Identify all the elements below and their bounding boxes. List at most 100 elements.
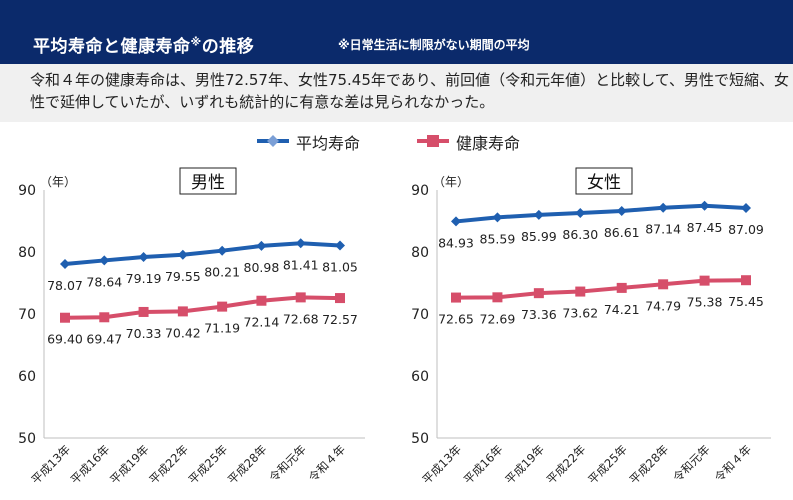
- data-point-health: [60, 312, 70, 323]
- header-banner: 平均寿命と健康寿命※の推移 ※日常生活に制限がない期間の平均: [0, 0, 793, 64]
- data-label: 79.19: [126, 271, 162, 286]
- data-label: 72.69: [480, 311, 516, 326]
- x-tick-label: 平成19年: [107, 442, 152, 487]
- x-tick-label: 平成16年: [461, 442, 506, 487]
- data-label: 81.05: [322, 259, 358, 274]
- x-tick-label: 平成28年: [225, 442, 270, 487]
- series-line-life: [64, 241, 341, 266]
- data-label: 69.40: [47, 332, 83, 347]
- data-point-health: [741, 275, 751, 286]
- data-point-life: [335, 240, 345, 251]
- data-label: 86.30: [562, 227, 598, 242]
- page-title-text: 平均寿命と健康寿命: [33, 37, 191, 57]
- data-point-health: [177, 306, 188, 317]
- data-point-health: [217, 301, 228, 312]
- data-label: 74.79: [645, 298, 681, 313]
- data-point-health: [335, 293, 345, 304]
- x-tick-label: 平成13年: [419, 442, 464, 487]
- chart-title-box: [179, 167, 237, 195]
- x-tick-label: 平成28年: [627, 442, 672, 487]
- data-label: 73.36: [521, 307, 557, 322]
- data-point-life: [575, 207, 586, 218]
- data-point-health: [99, 312, 110, 323]
- summary-box: 令和４年の健康寿命は、男性72.57年、女性75.45年であり、前回値（令和元年…: [0, 64, 793, 122]
- summary-text: 令和４年の健康寿命は、男性72.57年、女性75.45年であり、前回値（令和元年…: [30, 71, 789, 111]
- data-label: 85.99: [521, 229, 557, 244]
- chart-title-box: [575, 167, 633, 195]
- y-tick-label: 60: [411, 369, 429, 385]
- y-tick-label: 80: [411, 245, 429, 261]
- data-point-health: [492, 292, 503, 303]
- data-label: 87.14: [645, 222, 681, 237]
- y-tick-label: 50: [18, 431, 36, 447]
- x-tick-label: 平成22年: [544, 442, 589, 487]
- data-point-life: [99, 255, 110, 266]
- data-point-life: [616, 206, 627, 217]
- data-point-life: [295, 238, 306, 249]
- data-point-life: [741, 203, 751, 214]
- data-point-life: [492, 212, 503, 223]
- y-axis-unit: （年）: [40, 175, 76, 189]
- y-tick-label: 90: [18, 183, 36, 199]
- x-tick-label: 平成25年: [585, 442, 630, 487]
- x-tick-label: 平成19年: [502, 442, 547, 487]
- data-label: 72.65: [438, 312, 474, 327]
- legend-label-health: 健康寿命: [456, 134, 521, 153]
- data-label: 70.42: [165, 325, 201, 340]
- data-label: 73.62: [562, 306, 598, 321]
- data-point-life: [451, 216, 461, 227]
- data-point-life: [177, 249, 188, 260]
- legend-label-life: 平均寿命: [296, 134, 361, 153]
- data-point-life: [658, 202, 669, 213]
- series-line-life: [455, 203, 747, 224]
- y-tick-label: 80: [18, 245, 36, 261]
- data-label: 78.64: [86, 274, 122, 289]
- header-note: ※日常生活に制限がない期間の平均: [338, 38, 530, 52]
- data-label: 87.09: [728, 222, 764, 237]
- data-point-health: [616, 282, 627, 293]
- x-tick-label: 平成16年: [68, 442, 113, 487]
- page-title: 平均寿命と健康寿命※の推移: [33, 32, 254, 57]
- chart-title: 女性: [587, 173, 621, 193]
- x-tick-label: 平成13年: [28, 442, 73, 487]
- data-label: 74.21: [604, 302, 640, 317]
- data-label: 75.38: [687, 295, 723, 310]
- data-label: 81.41: [283, 257, 319, 272]
- data-point-life: [533, 209, 544, 220]
- y-tick-label: 90: [411, 183, 429, 199]
- data-point-life: [138, 252, 149, 263]
- y-tick-label: 70: [411, 307, 429, 323]
- data-point-life: [256, 240, 267, 251]
- data-point-health: [533, 288, 544, 299]
- x-tick-label: 令和４年: [306, 442, 348, 484]
- data-label: 84.93: [438, 235, 474, 250]
- x-tick-label: 令和元年: [266, 442, 308, 484]
- data-point-health: [138, 306, 149, 317]
- data-label: 69.47: [86, 331, 122, 346]
- data-label: 79.55: [165, 269, 201, 284]
- y-axis-unit: （年）: [433, 175, 469, 189]
- page-title-mark: ※: [190, 35, 202, 49]
- data-point-health: [451, 292, 461, 303]
- data-label: 72.68: [283, 311, 319, 326]
- y-tick-label: 60: [18, 369, 36, 385]
- y-tick-label: 50: [411, 431, 429, 447]
- data-point-life: [217, 245, 228, 256]
- data-label: 75.45: [728, 294, 764, 309]
- data-label: 80.21: [204, 265, 240, 280]
- data-point-health: [256, 295, 267, 306]
- data-label: 72.57: [322, 312, 358, 327]
- x-tick-label: 平成25年: [186, 442, 231, 487]
- chart-title: 男性: [191, 173, 225, 193]
- legend-swatch-health: [417, 135, 449, 147]
- page-title-suffix: の推移: [201, 37, 255, 57]
- data-point-health: [699, 275, 710, 286]
- chart-female: 50 60 70 80 90 （年） 女性 84.93 85.59 85.99 86.30 86.61…: [411, 167, 771, 487]
- data-label: 72.14: [244, 315, 280, 330]
- data-point-health: [658, 279, 669, 290]
- data-label: 85.59: [480, 231, 516, 246]
- data-label: 70.33: [126, 326, 162, 341]
- x-tick-label: 令和元年: [670, 442, 712, 484]
- x-tick-label: 平成22年: [146, 442, 191, 487]
- x-tick-label: 令和４年: [712, 442, 754, 484]
